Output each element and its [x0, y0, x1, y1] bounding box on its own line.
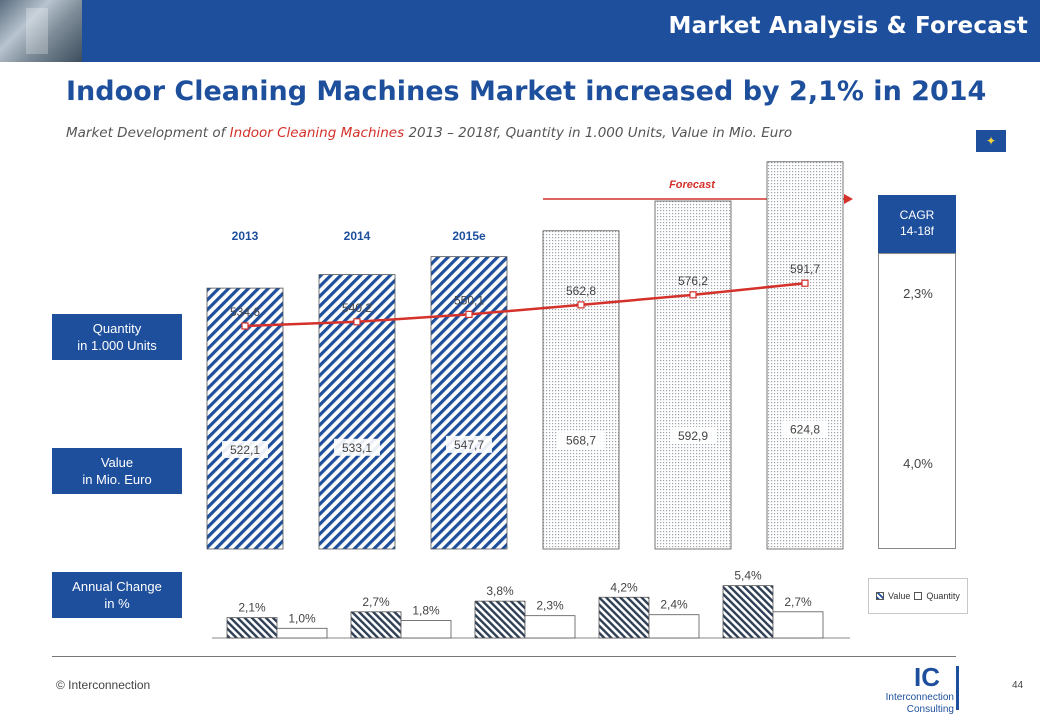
annual-quantity-label: 2,4% — [660, 598, 688, 612]
value-label-bg — [782, 420, 828, 438]
annual-quantity-bar — [772, 611, 824, 639]
cagr-box: 2,3% 4,0% — [878, 253, 956, 549]
forecast-arrow-head — [844, 194, 853, 204]
annual-value-bar — [474, 600, 526, 639]
forecast-label: Forecast — [669, 179, 716, 191]
quantity-point — [801, 279, 809, 287]
quantity-data-label: 576,2 — [678, 274, 708, 288]
value-data-label: 522,1 — [230, 443, 260, 457]
cagr-header-line2: 14-18f — [899, 224, 935, 238]
annual-quantity-label: 2,7% — [784, 595, 812, 609]
cagr-value: 4,0% — [903, 456, 933, 471]
deck-title: Market Analysis & Forecast — [668, 13, 1028, 39]
quantity-data-label: 534,6 — [230, 305, 260, 319]
quantity-point — [353, 318, 361, 326]
legend-quantity-label: Quantity — [926, 591, 960, 601]
annual-quantity-bar — [276, 627, 328, 639]
logo-bar — [956, 666, 959, 710]
value-data-label: 547,7 — [454, 438, 484, 452]
subtitle-after: 2013 – 2018f, Quantity in 1.000 Units, V… — [404, 125, 793, 141]
quantity-point — [689, 291, 697, 299]
quantity-label-box: Quantity in 1.000 Units — [52, 314, 182, 360]
annual-quantity-label: 2,3% — [536, 599, 564, 613]
annual-value-label: 5,4% — [734, 569, 762, 583]
cagr-quantity: 2,3% — [903, 286, 933, 301]
legend: Value Quantity — [868, 578, 968, 614]
annual-quantity-bar — [524, 615, 576, 639]
copyright: © Interconnection — [56, 678, 151, 692]
value-label-bg — [222, 441, 268, 458]
quantity-data-label: 540,2 — [342, 301, 372, 315]
value-data-label: 592,9 — [678, 429, 708, 443]
cagr-header-line1: CAGR — [899, 208, 935, 222]
category-label: 2014 — [344, 229, 371, 243]
value-bar — [430, 256, 508, 550]
annual-value-bar — [598, 596, 650, 639]
category-label: 2013 — [232, 229, 259, 243]
annual-value-bar — [226, 617, 278, 639]
value-label-bg — [334, 438, 380, 456]
company-logo: IC Interconnection Consulting — [868, 662, 964, 718]
value-bar — [542, 230, 620, 550]
value-label-bg — [558, 431, 604, 449]
page-number: 44 — [1012, 680, 1024, 691]
subtitle-before: Market Development of — [66, 125, 230, 141]
logo-line2: Consulting — [906, 704, 954, 715]
value-data-label: 624,8 — [790, 422, 820, 436]
annual-quantity-bar — [400, 620, 452, 639]
legend-value-swatch — [876, 592, 885, 600]
annual-value-label: 2,1% — [238, 601, 266, 615]
eu-flag-icon: ✦ — [976, 130, 1006, 152]
annual-change-label-box: Annual Change in % — [52, 572, 182, 618]
annual-label-line2: in % — [104, 596, 130, 611]
page-subtitle: Market Development of Indoor Cleaning Ma… — [66, 125, 792, 141]
quantity-label-line1: Quantity — [92, 321, 142, 336]
quantity-label-line2: in 1.000 Units — [77, 338, 157, 353]
quantity-line — [244, 281, 806, 328]
annual-quantity-label: 1,8% — [412, 604, 440, 618]
annual-value-label: 4,2% — [610, 580, 638, 594]
cagr-header: CAGR 14-18f — [878, 195, 956, 253]
value-label-line1: Value — [100, 455, 134, 470]
value-bar — [318, 274, 396, 550]
value-label-bg — [446, 435, 492, 453]
annual-label-line1: Annual Change — [72, 579, 162, 594]
quantity-point — [577, 301, 585, 309]
quantity-data-label: 562,8 — [566, 284, 596, 298]
value-label-box: Value in Mio. Euro — [52, 448, 182, 494]
value-data-label: 568,7 — [566, 434, 596, 448]
category-label: 2015e — [452, 229, 486, 243]
quantity-data-label: 550,1 — [454, 293, 484, 307]
annual-value-label: 3,8% — [486, 584, 514, 598]
legend-value-label: Value — [888, 591, 911, 601]
value-bar — [654, 200, 732, 550]
annual-value-bar — [722, 585, 774, 639]
legend-quantity-swatch — [914, 592, 923, 600]
annual-value-label: 2,7% — [362, 595, 390, 609]
subtitle-highlight: Indoor Cleaning Machines — [229, 125, 405, 141]
quantity-data-label: 591,7 — [790, 262, 820, 276]
value-label-bg — [670, 426, 716, 444]
header-photo — [0, 0, 82, 62]
page-title: Indoor Cleaning Machines Market increase… — [66, 76, 987, 107]
value-bar — [206, 287, 284, 550]
quantity-point — [241, 322, 249, 330]
annual-quantity-label: 1,0% — [288, 611, 316, 625]
value-data-label: 533,1 — [342, 441, 372, 455]
value-bar — [766, 161, 844, 550]
header-bar: Market Analysis & Forecast — [0, 0, 1040, 62]
annual-value-bar — [350, 611, 402, 639]
annual-quantity-bar — [648, 614, 700, 639]
footer-divider — [52, 656, 956, 657]
quantity-point — [465, 310, 473, 318]
value-label-line2: in Mio. Euro — [82, 472, 152, 487]
logo-mark: IC — [914, 662, 940, 692]
logo-line1: Interconnection — [885, 692, 954, 703]
